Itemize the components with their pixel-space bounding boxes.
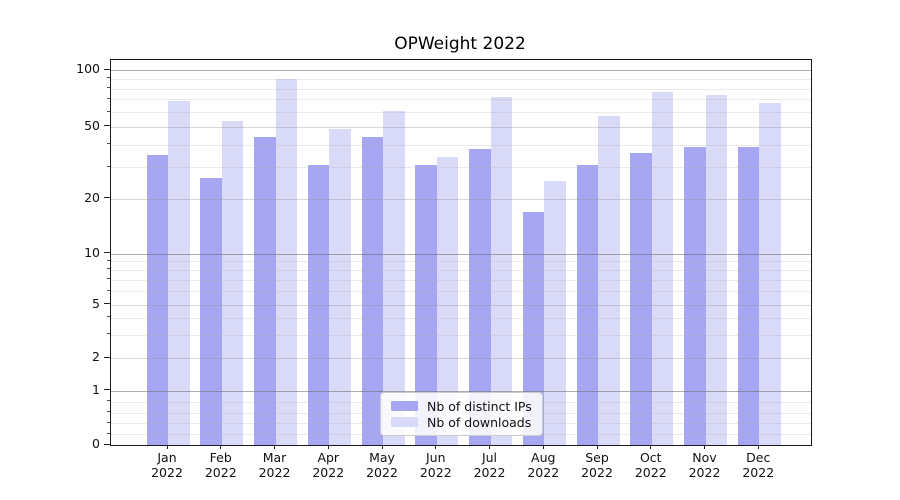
- y-tick-label-100: 100: [76, 61, 100, 77]
- y-tick-mark-20: [103, 197, 110, 199]
- legend-swatch-distinct-ips: [391, 401, 418, 411]
- bar-ips-sep: [576, 164, 598, 445]
- y-tick-mark-10: [103, 252, 110, 253]
- bar-downloads-dec: [759, 103, 781, 445]
- y-tick-label-1: 1: [92, 381, 100, 397]
- x-tick-mark-aug: [542, 445, 544, 449]
- x-tick-mark-mar: [274, 445, 275, 449]
- y-tick-label-50: 50: [84, 117, 100, 133]
- y-tick-mark-50: [103, 125, 110, 127]
- bar-ips-feb: [200, 178, 222, 445]
- y-minortick-mark-60: [106, 110, 110, 112]
- x-tick-label-dec: Dec 2022: [742, 450, 775, 480]
- x-tick-label-apr: Apr 2022: [312, 450, 345, 480]
- y-minortick-mark-0.2: [106, 432, 110, 434]
- legend-swatch-downloads: [391, 417, 418, 427]
- y-tick-mark-2: [103, 356, 110, 358]
- bar-downloads-sep: [598, 116, 620, 445]
- y-minortick-mark-3: [106, 333, 110, 335]
- x-tick-mark-jul: [489, 445, 490, 449]
- x-tick-mark-jun: [435, 445, 437, 449]
- bar-ips-nov: [684, 146, 706, 445]
- bar-ips-mar: [254, 137, 276, 445]
- y-tick-mark-0: [103, 443, 110, 445]
- y-minortick-mark-40: [106, 143, 110, 145]
- y-minortick-mark-6: [106, 289, 110, 291]
- y-tick-mark-1: [103, 389, 110, 391]
- x-tick-label-may: May 2022: [366, 450, 398, 480]
- x-tick-label-aug: Aug 2022: [527, 450, 560, 480]
- x-tick-mark-jan: [166, 445, 168, 449]
- x-tick-label-nov: Nov 2022: [688, 450, 721, 480]
- bar-ips-apr: [307, 164, 330, 445]
- bar-ips-jun: [415, 164, 437, 445]
- y-minortick-mark-70: [106, 97, 110, 99]
- x-tick-mark-dec: [757, 445, 759, 449]
- x-tick-mark-sep: [596, 445, 598, 449]
- plot-area: [110, 59, 812, 446]
- bar-downloads-jun: [436, 157, 459, 445]
- bar-downloads-feb: [221, 120, 244, 445]
- bar-ips-dec: [737, 146, 760, 445]
- bar-downloads-aug: [544, 181, 566, 445]
- y-minortick-mark-8: [106, 268, 110, 270]
- y-tick-label-10: 10: [84, 244, 100, 260]
- bar-ips-aug: [522, 211, 545, 445]
- y-minortick-mark-90: [106, 77, 110, 79]
- y-tick-label-2: 2: [92, 349, 100, 365]
- x-tick-label-oct: Oct 2022: [634, 450, 667, 480]
- chart-title: OPWeight 2022: [394, 34, 526, 54]
- y-minortick-mark-0.6: [106, 411, 110, 413]
- bar-downloads-oct: [651, 91, 674, 445]
- x-tick-label-mar: Mar 2022: [258, 450, 291, 480]
- y-tick-mark-100: [103, 68, 110, 70]
- y-minortick-mark-0.8: [106, 400, 110, 402]
- x-tick-label-jun: Jun 2022: [419, 450, 452, 480]
- bar-downloads-jul: [490, 97, 512, 445]
- x-tick-label-feb: Feb 2022: [204, 450, 237, 480]
- y-tick-label-5: 5: [92, 295, 100, 311]
- legend-label-distinct-ips: Nb of distinct IPs: [427, 398, 532, 414]
- y-tick-mark-5: [103, 303, 110, 304]
- y-tick-label-20: 20: [84, 189, 100, 205]
- legend-entry-distinct-ips: Nb of distinct IPs: [391, 398, 534, 414]
- bar-downloads-apr: [329, 128, 351, 445]
- bar-downloads-nov: [705, 94, 727, 445]
- legend: Nb of distinct IPs Nb of downloads: [380, 392, 543, 436]
- x-tick-mark-apr: [327, 445, 329, 449]
- x-tick-mark-may: [381, 445, 383, 449]
- y-minortick-mark-4: [106, 316, 110, 318]
- x-tick-label-jan: Jan 2022: [151, 450, 183, 480]
- y-minortick-mark-0.4: [106, 421, 110, 423]
- bar-ips-oct: [630, 152, 652, 445]
- y-minortick-mark-30: [106, 165, 110, 167]
- bar-ips-may: [361, 137, 383, 445]
- legend-entry-downloads: Nb of downloads: [391, 414, 534, 430]
- y-minortick-mark-9: [106, 259, 110, 261]
- x-tick-label-sep: Sep 2022: [581, 450, 613, 480]
- bar-ips-jan: [146, 155, 168, 445]
- bar-downloads-may: [383, 110, 405, 445]
- bar-downloads-jan: [168, 100, 190, 445]
- bars-layer: [111, 60, 811, 445]
- x-tick-label-jul: Jul 2022: [473, 450, 506, 480]
- y-minortick-mark-80: [106, 87, 110, 89]
- x-tick-mark-feb: [220, 445, 222, 449]
- y-tick-label-0: 0: [92, 436, 100, 451]
- y-minortick-mark-7: [106, 278, 110, 280]
- legend-label-downloads: Nb of downloads: [427, 414, 532, 430]
- x-tick-mark-oct: [650, 445, 652, 449]
- bar-ips-jul: [469, 148, 491, 445]
- x-tick-mark-nov: [704, 445, 705, 449]
- bar-downloads-mar: [275, 78, 297, 445]
